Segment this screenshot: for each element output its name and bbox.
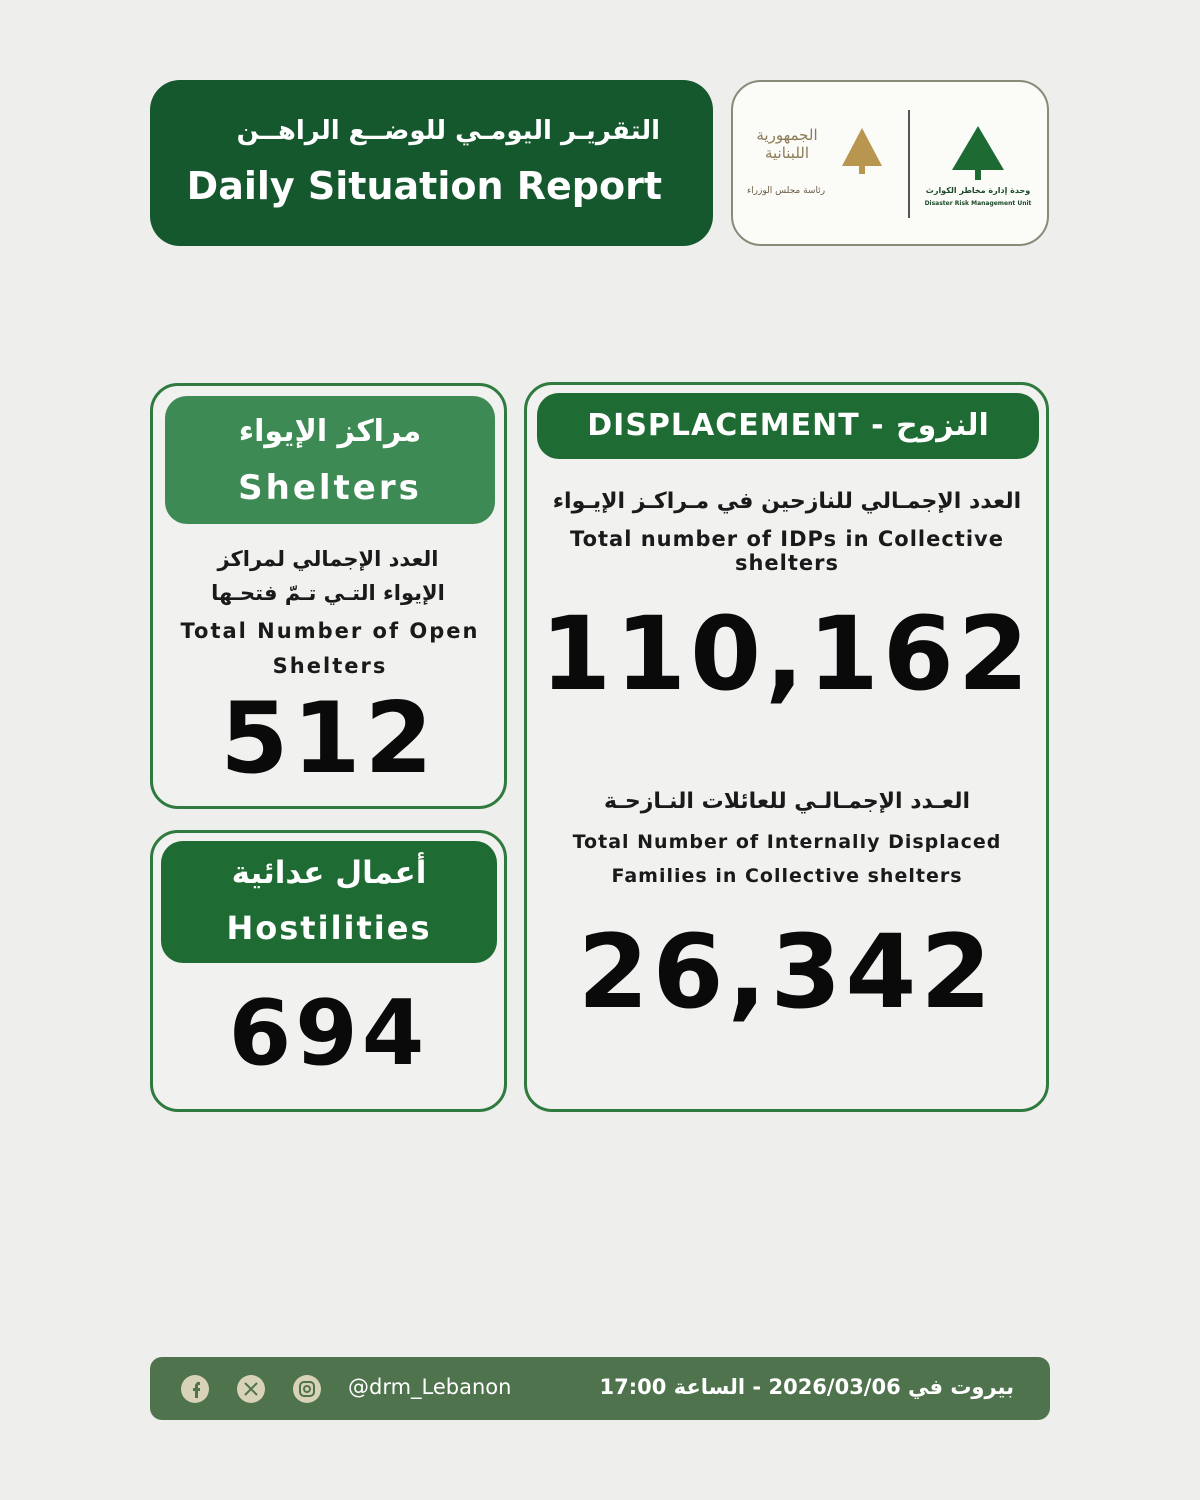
divider [908,110,910,218]
idps-label-ar: العدد الإجمـالي للنازحين في مـراكـز الإي… [552,489,1022,514]
cedar-green [952,126,1004,180]
footer: @drm_Lebanon بيروت في 2026/03/06 - الساع… [150,1357,1050,1420]
title-ar: التقريـر اليومـي للوضــع الراهــن [236,116,660,146]
shelters-title-en: Shelters [238,468,422,508]
shelters-card: مراكز الإيواء Shelters العدد الإجمالي لم… [150,383,507,809]
displacement-title: DISPLACEMENT - النزوح [537,393,1039,459]
republic: الجمهورية اللبنانية [756,126,818,162]
shelters-header: مراكز الإيواء Shelters [165,396,495,524]
handle[interactable]: @drm_Lebanon [348,1375,512,1399]
shelters-label-en: Total Number of Open Shelters [180,619,480,678]
social-icons [181,1375,321,1403]
idps-label-en: Total number of IDPs in Collective shelt… [570,527,1004,575]
hostilities-title-ar: أعمال عدائية [231,855,427,891]
shelters-title-ar: مراكز الإيواء [238,414,422,449]
hostilities-value: 694 [228,981,429,1086]
unit-ar: وحدة إدارة مخاطر الكوارث [925,186,1031,195]
header: التقريـر اليومـي للوضــع الراهــن Daily … [150,80,713,246]
hostilities-header: أعمال عدائية Hostilities [161,841,497,963]
hostilities-title-en: Hostilities [226,909,432,947]
displacement-card: DISPLACEMENT - النزوح العدد الإجمـالي لل… [524,382,1049,1112]
unit-en: Disaster Risk Management Unit [924,200,1032,207]
hostilities-card: أعمال عدائية Hostilities 694 [150,830,507,1112]
idps-value: 110,162 [540,595,1033,714]
title-en: Daily Situation Report [186,164,662,208]
presidency: رئاسة مجلس الوزراء [746,186,826,196]
cedar-gold [842,128,882,174]
shelters-label-ar: العدد الإجمالي لمراكز الإيواء التـي تـمّ… [211,547,445,605]
families-value: 26,342 [577,913,996,1032]
logos: الجمهورية اللبنانية رئاسة مجلس الوزراء و… [731,80,1049,246]
families-label-ar: العـدد الإجمـالـي للعائلات النـازحـة [604,789,970,814]
date: بيروت في 2026/03/06 - الساعة 17:00 [599,1375,1014,1399]
shelters-value: 512 [220,682,437,796]
families-label-en: Total Number of Internally Displaced Fam… [572,831,1002,887]
